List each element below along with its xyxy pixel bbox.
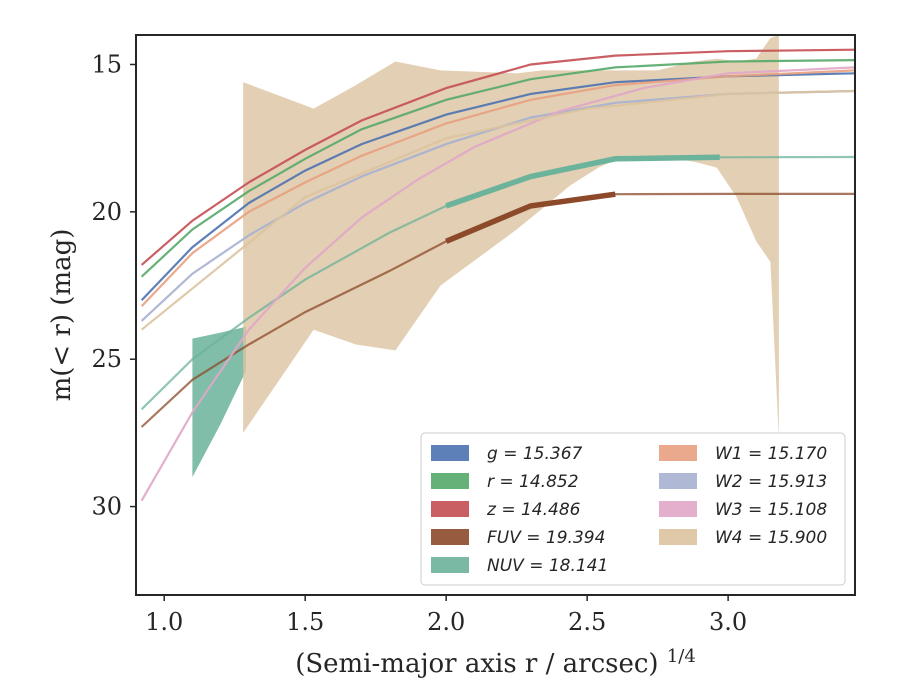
legend-box bbox=[420, 432, 846, 586]
series-line-w3 bbox=[140, 66, 855, 502]
legend-swatch bbox=[431, 557, 469, 573]
plot-area bbox=[140, 35, 855, 502]
legend-swatch bbox=[659, 473, 697, 489]
legend: g = 15.367 r = 14.852 z = 14.486 FUV = 19.3… bbox=[420, 432, 846, 586]
x-tick-label: 1.0 bbox=[145, 608, 183, 636]
series-solid-nuv bbox=[445, 154, 720, 209]
legend-swatch bbox=[431, 529, 469, 545]
legend-label: FUV = 19.394 bbox=[487, 528, 605, 548]
x-axis-label-power: 1/4 bbox=[667, 646, 696, 667]
legend-swatch bbox=[659, 529, 697, 545]
legend-swatch bbox=[431, 445, 469, 461]
legend-swatch bbox=[659, 445, 697, 461]
legend-label: z = 14.486 bbox=[486, 500, 581, 520]
y-tick-label: 25 bbox=[91, 345, 122, 373]
legend-label: NUV = 18.141 bbox=[487, 556, 608, 576]
x-tick-label: 3.0 bbox=[709, 608, 747, 636]
series-line-w4 bbox=[140, 89, 855, 331]
y-axis: 15 20 25 30 bbox=[91, 50, 136, 521]
legend-label: r = 14.852 bbox=[487, 472, 579, 492]
series-line-w1 bbox=[140, 69, 855, 307]
x-tick-label: 1.5 bbox=[286, 608, 324, 636]
legend-swatch bbox=[659, 501, 697, 517]
series-line-g bbox=[140, 72, 855, 302]
series-line-r bbox=[140, 59, 855, 278]
series-line-fuv bbox=[140, 192, 855, 428]
series-solid-fuv bbox=[445, 191, 616, 244]
x-axis-label: (Semi-major axis r / arcsec) 1/4 bbox=[295, 646, 696, 679]
x-tick-label: 2.0 bbox=[427, 608, 465, 636]
series-line-z bbox=[140, 48, 855, 266]
legend-label: W3 = 15.108 bbox=[715, 500, 827, 520]
y-tick-label: 20 bbox=[91, 198, 122, 226]
y-tick-label: 30 bbox=[91, 493, 122, 521]
legend-label: W4 = 15.900 bbox=[715, 528, 827, 548]
legend-label: g = 15.367 bbox=[487, 444, 583, 464]
legend-label: W2 = 15.913 bbox=[715, 472, 827, 492]
series-line-w2 bbox=[140, 89, 855, 322]
y-tick-label: 15 bbox=[91, 50, 122, 78]
band-w4 bbox=[243, 35, 779, 439]
y-axis-label: m(< r) (mag) bbox=[47, 229, 77, 402]
x-axis: 1.0 1.5 2.0 2.5 3.0 bbox=[145, 595, 747, 636]
legend-label: W1 = 15.170 bbox=[715, 444, 827, 464]
legend-swatch bbox=[431, 473, 469, 489]
x-axis-label-text: (Semi-major axis r / arcsec) bbox=[295, 649, 658, 679]
x-tick-label: 2.5 bbox=[568, 608, 606, 636]
legend-swatch bbox=[431, 501, 469, 517]
plot-frame bbox=[135, 34, 856, 596]
band-nuv bbox=[192, 326, 246, 478]
